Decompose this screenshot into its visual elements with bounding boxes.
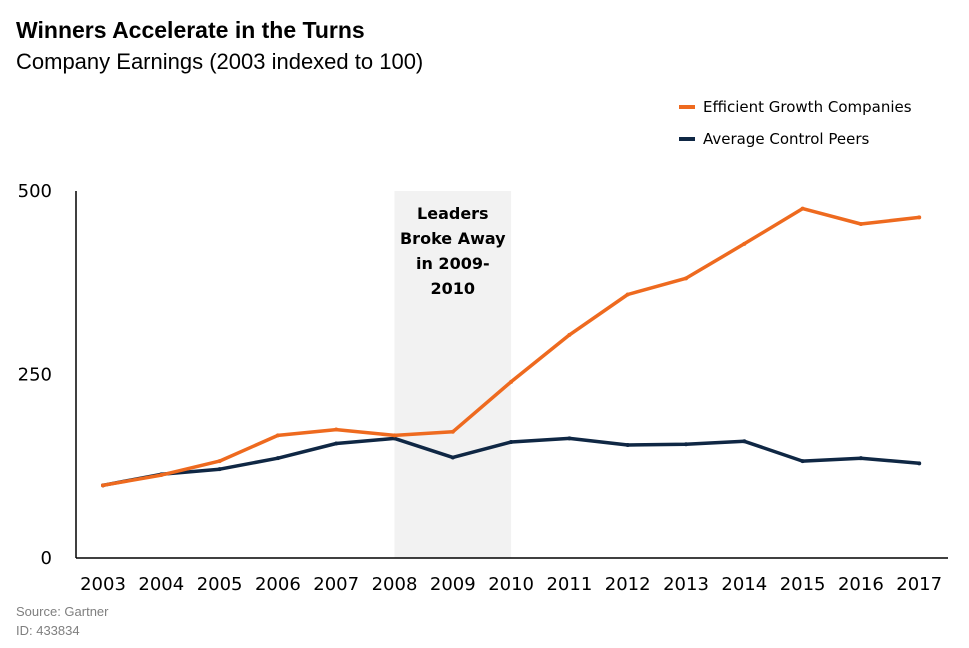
data-point (742, 439, 747, 444)
data-point (334, 441, 339, 446)
data-point (509, 379, 514, 384)
x-tick-label: 2006 (255, 574, 301, 595)
data-point (625, 442, 630, 447)
data-point (217, 467, 222, 472)
data-point (392, 436, 397, 441)
source-note: Source: Gartner (16, 604, 109, 619)
x-tick-label: 2009 (430, 574, 476, 595)
x-tick-label: 2008 (372, 574, 418, 595)
data-point (334, 427, 339, 432)
data-point (275, 456, 280, 461)
data-point (917, 215, 922, 220)
legend-label: Average Control Peers (703, 130, 869, 148)
highlight-label-line: Broke Away (400, 229, 506, 248)
data-point (567, 332, 572, 337)
data-point (800, 206, 805, 211)
x-tick-label: 2003 (80, 574, 126, 595)
x-tick-label: 2016 (838, 574, 884, 595)
data-point (509, 440, 514, 445)
data-point (742, 241, 747, 246)
data-point (684, 442, 688, 447)
x-tick-label: 2011 (546, 574, 592, 595)
x-tick-label: 2004 (138, 574, 184, 595)
id-note: ID: 433834 (16, 623, 80, 638)
data-point (917, 461, 922, 466)
chart-subtitle: Company Earnings (2003 indexed to 100) (16, 49, 424, 74)
data-point (217, 459, 222, 464)
y-tick-label: 0 (41, 548, 52, 569)
data-point (800, 459, 805, 464)
data-point (858, 222, 863, 227)
x-tick-label: 2010 (488, 574, 534, 595)
data-point (625, 292, 630, 297)
highlight-label-line: Leaders (417, 204, 489, 223)
y-tick-label: 500 (18, 181, 52, 202)
x-tick-label: 2012 (605, 574, 651, 595)
data-point (101, 483, 105, 488)
data-point (275, 433, 280, 438)
x-tick-label: 2015 (780, 574, 826, 595)
data-point (450, 429, 455, 434)
highlight-label-line: in 2009- (416, 254, 490, 273)
chart-title: Winners Accelerate in the Turns (16, 17, 365, 43)
x-tick-label: 2005 (197, 574, 243, 595)
data-point (858, 456, 863, 461)
x-tick-label: 2017 (896, 574, 942, 595)
x-tick-label: 2013 (663, 574, 709, 595)
highlight-band (394, 191, 512, 558)
legend-label: Efficient Growth Companies (703, 98, 912, 116)
data-point (159, 473, 164, 478)
highlight-label-line: 2010 (431, 279, 476, 298)
data-point (567, 436, 572, 441)
data-point (392, 433, 397, 438)
y-tick-label: 250 (18, 365, 52, 386)
x-tick-label: 2014 (721, 574, 767, 595)
x-tick-label: 2007 (313, 574, 359, 595)
data-point (684, 276, 688, 281)
data-point (450, 455, 455, 460)
